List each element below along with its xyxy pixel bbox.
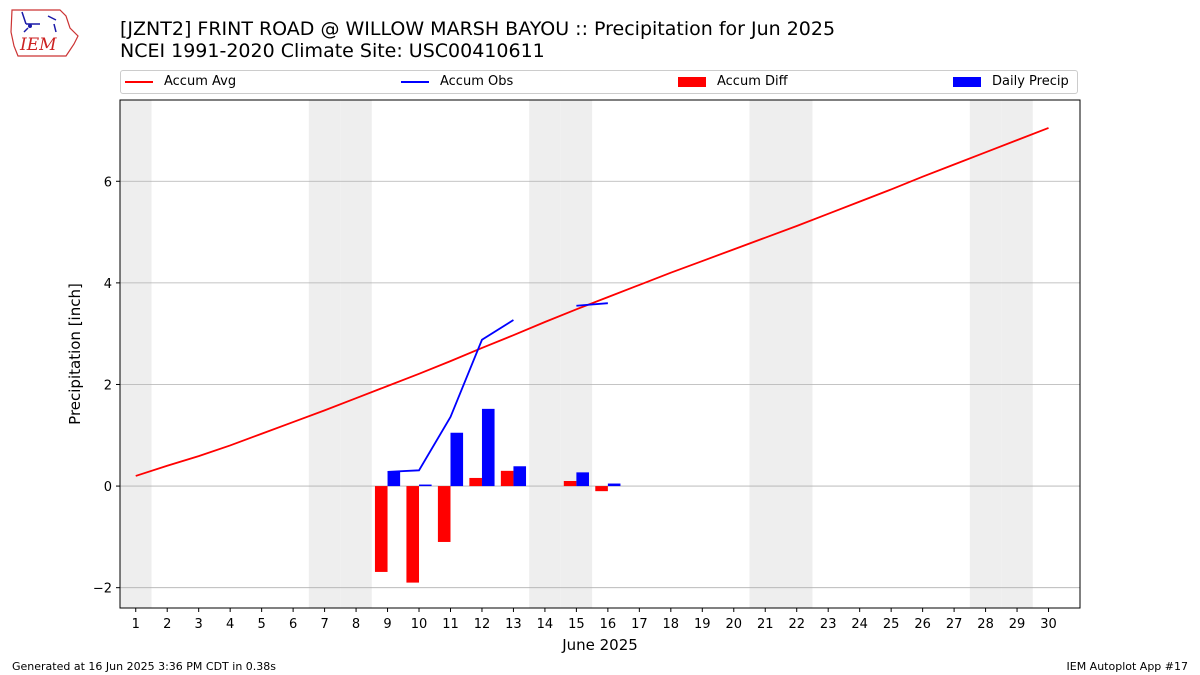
x-tick-label: 30	[1040, 617, 1057, 632]
x-tick-label: 28	[977, 617, 994, 632]
accum-avg-line	[135, 127, 1049, 477]
daily-precip-bar	[387, 471, 401, 487]
accum-diff-bar	[500, 470, 514, 487]
legend-item-accum-diff: Accum Diff	[678, 74, 788, 90]
weekend-shade	[969, 100, 1002, 608]
y-tick-label: 6	[104, 175, 112, 190]
x-tick-label: 14	[537, 617, 554, 632]
accum-diff-bar	[437, 486, 451, 542]
legend-label-accum-obs: Accum Obs	[440, 74, 514, 89]
x-tick-label: 10	[411, 617, 428, 632]
legend-item-accum-obs: Accum Obs	[401, 74, 513, 90]
accum-diff-bar	[374, 486, 388, 572]
y-tick-label: 2	[104, 378, 112, 393]
x-tick-label: 9	[383, 617, 391, 632]
x-tick-label: 1	[132, 617, 140, 632]
x-tick-label: 29	[1009, 617, 1026, 632]
x-tick-label: 6	[289, 617, 297, 632]
x-tick-label: 16	[600, 617, 617, 632]
y-tick-label: 4	[104, 277, 112, 292]
x-tick-label: 8	[352, 617, 360, 632]
x-tick-label: 11	[442, 617, 459, 632]
legend-swatch-daily-precip	[953, 77, 981, 87]
x-tick-label: 21	[757, 617, 774, 632]
legend-item-accum-avg: Accum Avg	[125, 74, 236, 90]
x-tick-label: 17	[631, 617, 648, 632]
weekend-shade	[780, 100, 813, 608]
x-tick-label: 5	[257, 617, 265, 632]
x-tick-label: 27	[946, 617, 963, 632]
legend-swatch-accum-diff	[678, 77, 706, 87]
accum-obs-line	[387, 319, 514, 473]
accum-obs-line	[576, 302, 608, 307]
accum-diff-bar	[469, 477, 482, 487]
x-tick-label: 25	[883, 617, 900, 632]
x-tick-label: 18	[663, 617, 680, 632]
daily-precip-bar	[481, 408, 495, 487]
x-tick-label: 2	[163, 617, 171, 632]
legend-item-daily-precip: Daily Precip	[953, 74, 1069, 90]
chart-subtitle: NCEI 1991-2020 Climate Site: USC00410611	[120, 40, 545, 62]
x-tick-label: 22	[788, 617, 805, 632]
iem-logo: IEM	[10, 9, 79, 57]
daily-precip-bar	[607, 483, 621, 487]
x-tick-label: 19	[694, 617, 711, 632]
x-tick-label: 26	[914, 617, 931, 632]
daily-precip-bar	[576, 472, 589, 487]
footer-app: IEM Autoplot App #17	[1066, 660, 1189, 673]
y-tick-label: 0	[104, 480, 112, 495]
weekend-shade	[1001, 100, 1033, 608]
legend-swatch-accum-obs	[401, 81, 429, 83]
x-tick-label: 12	[474, 617, 491, 632]
y-tick-label: −2	[93, 582, 112, 597]
accum-diff-bar	[406, 486, 420, 583]
logo-text: IEM	[19, 35, 57, 55]
weekend-shade	[529, 100, 561, 608]
x-tick-label: 20	[725, 617, 742, 632]
daily-precip-bar	[419, 484, 432, 487]
x-tick-label: 15	[568, 617, 585, 632]
daily-precip-bar	[450, 432, 464, 487]
y-axis-label: Precipitation [inch]	[66, 283, 84, 425]
legend-label-accum-avg: Accum Avg	[164, 74, 237, 89]
accum-diff-bar	[563, 481, 577, 487]
legend-label-accum-diff: Accum Diff	[717, 74, 788, 89]
x-tick-label: 7	[320, 617, 328, 632]
x-tick-label: 3	[195, 617, 203, 632]
x-tick-label: 4	[226, 617, 234, 632]
plot-area	[120, 100, 1080, 608]
x-tick-label: 13	[505, 617, 522, 632]
weekend-shade	[120, 100, 152, 608]
chart-title: [JZNT2] FRINT ROAD @ WILLOW MARSH BAYOU …	[120, 18, 836, 40]
weekend-shade	[340, 100, 372, 608]
daily-precip-bar	[513, 466, 527, 487]
weekend-shade	[560, 100, 593, 608]
footer-generated: Generated at 16 Jun 2025 3:36 PM CDT in …	[12, 660, 277, 673]
plot-frame	[119, 99, 1081, 609]
x-tick-label: 24	[851, 617, 868, 632]
chart-legend: Accum Avg Accum Obs Accum Diff Daily Pre…	[120, 70, 1078, 94]
weekend-shade	[749, 100, 781, 608]
x-tick-label: 23	[820, 617, 837, 632]
accum-diff-bar	[595, 486, 608, 492]
x-axis-label: June 2025	[561, 636, 638, 654]
weekend-shade	[308, 100, 341, 608]
legend-swatch-accum-avg	[125, 81, 153, 83]
legend-label-daily-precip: Daily Precip	[992, 74, 1069, 89]
